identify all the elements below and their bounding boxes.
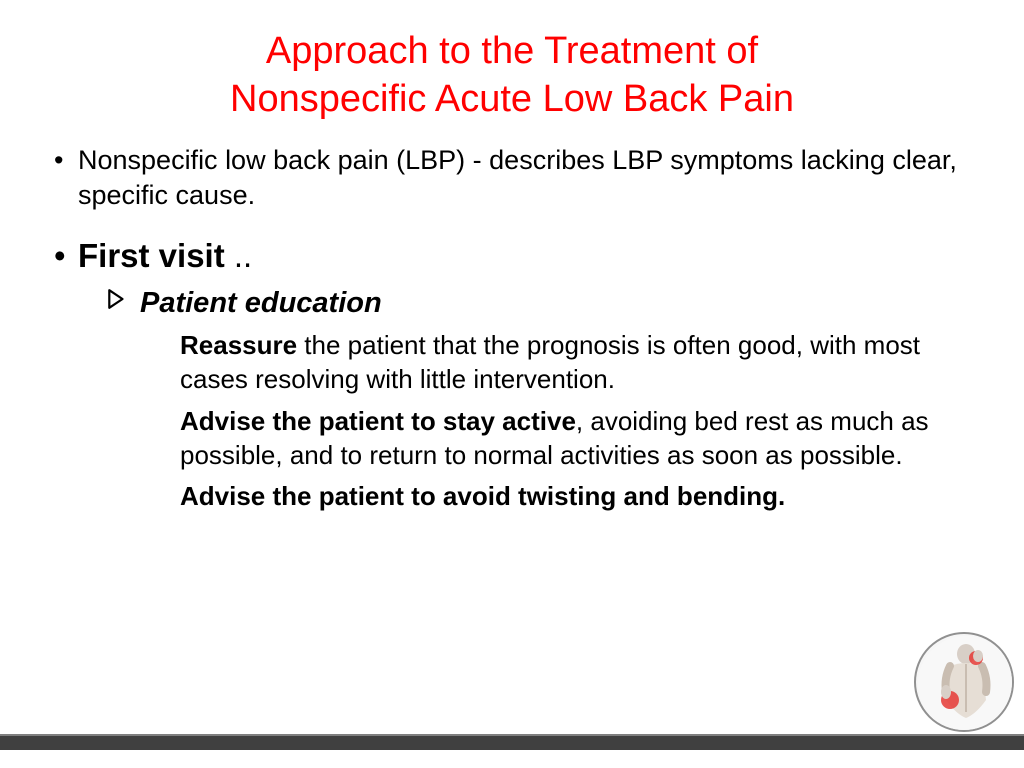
arrow-icon [106,288,128,310]
patient-education-label: Patient education [140,287,382,319]
first-visit-tail: .. [225,237,253,274]
stay-active-bold: Advise the patient to stay active [180,406,576,436]
footer-bar [0,734,1024,750]
point-avoid-twisting: Advise the patient to avoid twisting and… [180,480,976,514]
bullet-list-level1: Nonspecific low back pain (LBP) - descri… [48,143,976,514]
reassure-bold: Reassure [180,330,297,360]
title-line-1: Approach to the Treatment of [266,30,758,72]
bullet-list-level2: Patient education Reassure the patient t… [78,284,976,514]
slide: Approach to the Treatment of Nonspecific… [0,0,1024,768]
point-stay-active: Advise the patient to stay active, avoid… [180,405,976,473]
first-visit-label: First visit [78,237,225,274]
back-pain-icon [916,634,1014,732]
avoid-twisting-bold: Advise the patient to avoid twisting and… [180,481,785,511]
back-pain-image [914,632,1014,732]
bullet-list-level3: Reassure the patient that the prognosis … [140,329,976,514]
bullet-definition: Nonspecific low back pain (LBP) - descri… [48,143,976,213]
definition-text: Nonspecific low back pain (LBP) - descri… [78,145,957,210]
title-line-2: Nonspecific Acute Low Back Pain [230,78,794,120]
subbullet-patient-education: Patient education Reassure the patient t… [106,284,976,514]
point-reassure: Reassure the patient that the prognosis … [180,329,976,397]
slide-title: Approach to the Treatment of Nonspecific… [48,28,976,123]
slide-body: Nonspecific low back pain (LBP) - descri… [48,143,976,514]
bullet-first-visit: First visit .. Patient education Reassur… [48,235,976,514]
